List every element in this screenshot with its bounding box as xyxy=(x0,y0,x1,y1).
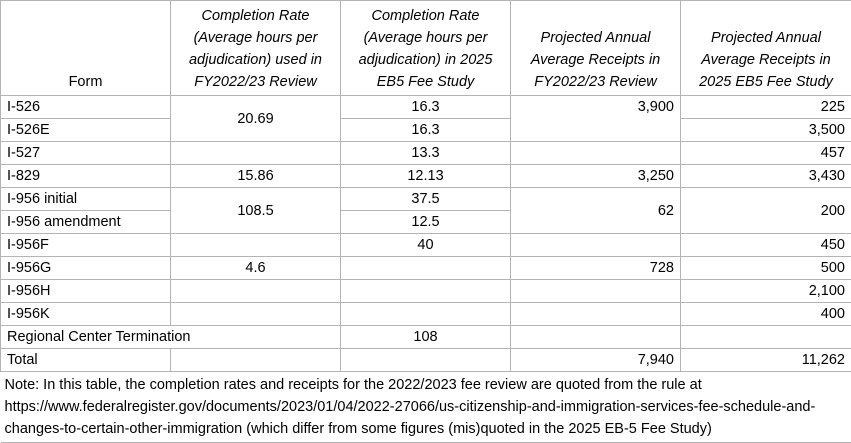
receipts-2025-cell: 500 xyxy=(681,257,851,280)
rate-2025-cell: 108 xyxy=(341,326,511,349)
form-cell: Regional Center Termination xyxy=(1,326,341,349)
form-cell: I-526E xyxy=(1,119,171,142)
rate-2025-cell: 40 xyxy=(341,234,511,257)
header-rate-2025: Completion Rate (Average hours per adjud… xyxy=(341,1,511,96)
rate-2025-cell: 37.5 xyxy=(341,188,511,211)
rate-2223-cell: 15.86 xyxy=(171,165,341,188)
table-row: I-526E 16.3 3,500 xyxy=(1,119,851,142)
header-row: Form Completion Rate (Average hours per … xyxy=(1,1,851,96)
form-cell: I-526 xyxy=(1,96,171,119)
rate-2223-cell xyxy=(171,234,341,257)
rate-2025-cell: 13.3 xyxy=(341,142,511,165)
receipts-2025-cell: 3,430 xyxy=(681,165,851,188)
table-row: I-956 initial 108.5 37.5 62 200 xyxy=(1,188,851,211)
empty-cell xyxy=(171,349,341,372)
receipts-2223-cell: 3,900 xyxy=(511,96,681,142)
header-receipts-2223: Projected Annual Average Receipts in FY2… xyxy=(511,1,681,96)
total-receipts-2025: 11,262 xyxy=(681,349,851,372)
receipts-2025-cell: 200 xyxy=(681,188,851,234)
receipts-2025-cell: 3,500 xyxy=(681,119,851,142)
receipts-2223-cell: 62 xyxy=(511,188,681,234)
header-rate-2223: Completion Rate (Average hours per adjud… xyxy=(171,1,341,96)
receipts-2223-cell xyxy=(511,280,681,303)
rate-2025-cell xyxy=(341,280,511,303)
rate-2223-cell xyxy=(171,280,341,303)
table-row: I-956G 4.6 728 500 xyxy=(1,257,851,280)
table-row: I-527 13.3 457 xyxy=(1,142,851,165)
form-cell: I-956F xyxy=(1,234,171,257)
total-label: Total xyxy=(1,349,171,372)
note-row: Note: In this table, the completion rate… xyxy=(1,372,851,443)
table-row: Regional Center Termination 108 xyxy=(1,326,851,349)
rate-2025-cell xyxy=(341,303,511,326)
receipts-2223-cell xyxy=(511,142,681,165)
form-cell: I-829 xyxy=(1,165,171,188)
table-row: I-956K 400 xyxy=(1,303,851,326)
form-cell: I-956K xyxy=(1,303,171,326)
header-form: Form xyxy=(1,1,171,96)
receipts-2025-cell xyxy=(681,326,851,349)
total-row: Total 7,940 11,262 xyxy=(1,349,851,372)
receipts-2025-cell: 457 xyxy=(681,142,851,165)
receipts-2025-cell: 225 xyxy=(681,96,851,119)
receipts-2223-cell xyxy=(511,303,681,326)
empty-cell xyxy=(341,349,511,372)
table-row: I-956H 2,100 xyxy=(1,280,851,303)
receipts-2223-cell: 728 xyxy=(511,257,681,280)
table-note: Note: In this table, the completion rate… xyxy=(1,372,851,443)
receipts-2223-cell xyxy=(511,234,681,257)
table-row: I-829 15.86 12.13 3,250 3,430 xyxy=(1,165,851,188)
rate-2025-cell: 12.13 xyxy=(341,165,511,188)
form-cell: I-956G xyxy=(1,257,171,280)
rate-2025-cell: 16.3 xyxy=(341,119,511,142)
rate-2025-cell: 12.5 xyxy=(341,211,511,234)
total-receipts-2223: 7,940 xyxy=(511,349,681,372)
table-row: I-526 20.69 16.3 3,900 225 xyxy=(1,96,851,119)
rate-2025-cell xyxy=(341,257,511,280)
rate-2223-cell xyxy=(171,142,341,165)
form-cell: I-956 amendment xyxy=(1,211,171,234)
rate-2025-cell: 16.3 xyxy=(341,96,511,119)
rate-2223-cell xyxy=(171,303,341,326)
rate-2223-cell: 4.6 xyxy=(171,257,341,280)
receipts-2025-cell: 400 xyxy=(681,303,851,326)
form-cell: I-527 xyxy=(1,142,171,165)
rate-2223-cell: 20.69 xyxy=(171,96,341,142)
table-row: I-956F 40 450 xyxy=(1,234,851,257)
header-receipts-2025: Projected Annual Average Receipts in 202… xyxy=(681,1,851,96)
receipts-2223-cell: 3,250 xyxy=(511,165,681,188)
form-cell: I-956 initial xyxy=(1,188,171,211)
receipts-2025-cell: 450 xyxy=(681,234,851,257)
receipts-2223-cell xyxy=(511,326,681,349)
receipts-2025-cell: 2,100 xyxy=(681,280,851,303)
rate-2223-cell: 108.5 xyxy=(171,188,341,234)
form-cell: I-956H xyxy=(1,280,171,303)
